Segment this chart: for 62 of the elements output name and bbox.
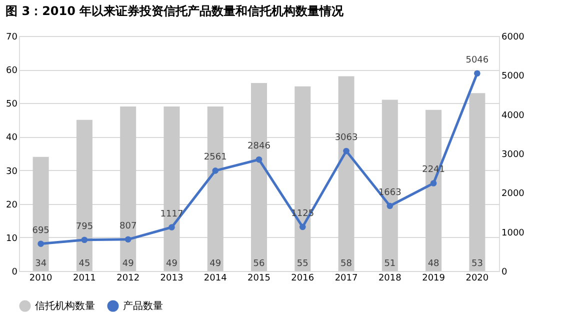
point	[474, 70, 480, 77]
point	[168, 224, 175, 230]
x-tick-label: 2015	[248, 274, 270, 284]
bar	[120, 106, 136, 271]
x-tick-label: 2018	[378, 274, 402, 284]
x-tick-label: 2010	[29, 274, 53, 284]
data-label: 2846	[248, 142, 271, 152]
data-label: 49	[210, 259, 222, 269]
point	[38, 240, 44, 247]
y2-tick-label: 1000	[502, 228, 525, 238]
data-label: 55	[296, 259, 308, 269]
y2-tick-label: 4000	[502, 110, 525, 121]
bar	[469, 93, 486, 271]
x-tick-label: 2012	[116, 274, 140, 284]
x-tick-label: 2011	[73, 274, 96, 284]
y-tick-label: 50	[6, 100, 18, 110]
x-tick-label: 2019	[422, 274, 446, 284]
legend-label: 产品数量	[123, 300, 163, 312]
y-tick-label: 30	[6, 166, 18, 177]
data-label: 695	[32, 226, 50, 236]
point	[430, 180, 437, 186]
data-label: 5046	[466, 55, 489, 66]
x-tick-label: 2020	[466, 274, 489, 284]
data-label: 45	[78, 259, 90, 269]
y-tick-label: 70	[6, 32, 18, 42]
legend-label: 信托机构数量	[35, 300, 95, 312]
data-label: 795	[76, 222, 94, 232]
x-tick-label: 2014	[204, 274, 228, 284]
point	[81, 236, 88, 244]
bar	[32, 156, 49, 271]
data-label: 51	[384, 259, 396, 269]
point	[343, 148, 350, 154]
y2-tick-label: 6000	[502, 32, 525, 42]
data-label: 3063	[334, 133, 358, 144]
x-tick-label: 2013	[160, 274, 184, 284]
bar	[76, 120, 92, 271]
y-tick-label: 40	[6, 133, 18, 144]
y2-tick-label: 5000	[502, 72, 525, 82]
data-label: 53	[471, 259, 483, 269]
data-label: 807	[119, 221, 137, 232]
data-label: 48	[428, 259, 440, 269]
y2-tick-label: 0	[502, 268, 508, 278]
y2-tick-label: 2000	[502, 189, 525, 200]
data-label: 49	[122, 259, 134, 269]
data-label: 2561	[204, 152, 227, 163]
y-tick-label: 10	[6, 234, 18, 244]
data-label: 58	[340, 259, 352, 269]
y-tick-label: 60	[6, 66, 18, 76]
point	[299, 224, 306, 230]
point	[386, 202, 394, 210]
y2-tick-label: 3000	[502, 150, 525, 160]
point	[124, 236, 132, 243]
data-label: 56	[253, 259, 265, 269]
chart-title: 图 3：2010 年以来证券投资信托产品数量和信托机构数量情况	[6, 4, 345, 18]
data-label: 34	[35, 259, 47, 269]
y-tick-label: 0	[12, 268, 18, 278]
point	[256, 156, 262, 163]
point	[212, 168, 219, 174]
data-label: 49	[166, 259, 178, 269]
x-tick-label: 2017	[334, 274, 358, 284]
y-tick-label: 20	[6, 200, 18, 210]
x-tick-label: 2016	[291, 274, 314, 284]
